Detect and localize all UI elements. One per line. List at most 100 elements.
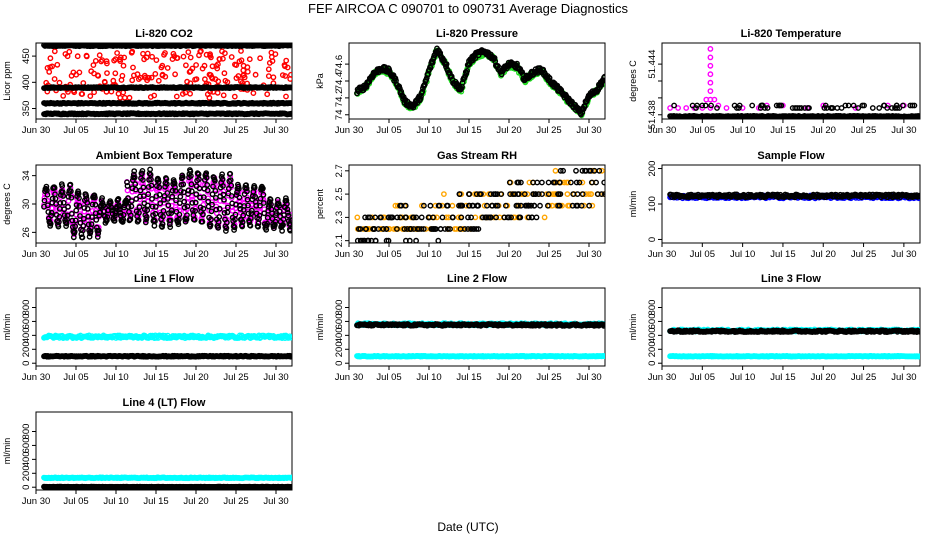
data-point — [170, 50, 177, 57]
data-point — [181, 204, 188, 211]
x-tick-label: Jul 25 — [536, 249, 561, 260]
data-point — [443, 61, 450, 67]
data-point — [272, 218, 279, 225]
data-point — [128, 198, 135, 205]
data-point — [173, 197, 179, 204]
data-point — [103, 58, 110, 65]
data-point — [185, 187, 192, 194]
data-point — [112, 70, 119, 77]
x-tick-label: Jul 15 — [456, 249, 481, 260]
y-tick-label: 74.2 — [334, 89, 345, 108]
data-point — [457, 202, 464, 209]
data-point — [466, 202, 473, 209]
data-point — [117, 58, 124, 64]
data-point — [288, 43, 292, 49]
data-point — [223, 219, 230, 226]
data-point — [287, 224, 292, 230]
data-point — [707, 46, 714, 52]
data-point — [773, 102, 780, 109]
data-point — [153, 57, 160, 63]
data-point — [884, 105, 891, 111]
data-point — [539, 179, 545, 186]
data-point — [393, 226, 400, 232]
data-point — [78, 91, 85, 97]
y-tick-label: 30 — [21, 199, 32, 210]
data-point — [228, 195, 235, 201]
data-point — [155, 77, 162, 84]
data-point — [44, 202, 51, 209]
data-point — [43, 183, 50, 190]
data-point — [140, 184, 147, 191]
x-tick-label: Jul 20 — [496, 125, 521, 136]
data-point — [558, 87, 565, 93]
data-point — [87, 93, 94, 100]
data-point — [243, 182, 250, 189]
data-point — [56, 79, 63, 86]
data-point — [151, 218, 158, 225]
x-tick-label: Jul 20 — [496, 249, 521, 260]
data-point — [120, 62, 127, 69]
data-point — [77, 219, 84, 226]
data-point — [204, 181, 211, 188]
data-point — [532, 191, 539, 198]
data-point — [707, 79, 714, 86]
data-points — [41, 332, 292, 360]
data-point — [355, 226, 362, 232]
data-point — [699, 102, 706, 109]
data-point — [51, 184, 58, 191]
data-point — [124, 182, 131, 189]
data-point — [60, 193, 67, 199]
data-point — [210, 183, 216, 190]
data-point — [148, 176, 154, 183]
y-axis-label: Licor ppm — [2, 61, 12, 101]
data-point — [714, 105, 720, 111]
x-tick-label: Jun 30 — [648, 125, 677, 136]
x-tick-label: Jul 10 — [103, 249, 128, 260]
data-point — [359, 237, 365, 243]
data-point — [160, 213, 166, 220]
data-point — [131, 168, 138, 175]
data-point — [449, 202, 456, 209]
data-point — [79, 234, 86, 241]
y-tick-label: 34 — [21, 170, 32, 181]
data-point — [83, 52, 90, 59]
data-point — [168, 210, 175, 217]
data-point — [177, 193, 184, 200]
data-point — [418, 93, 424, 100]
data-point — [385, 214, 392, 221]
data-point — [111, 217, 118, 224]
data-point — [92, 201, 99, 208]
x-tick-label: Jul 20 — [811, 125, 836, 136]
data-point — [137, 187, 144, 194]
data-point — [187, 90, 194, 97]
x-tick-label: Jul 10 — [103, 372, 128, 383]
data-point — [76, 195, 82, 202]
data-point — [216, 56, 223, 62]
data-point — [192, 207, 199, 214]
data-point — [130, 72, 137, 79]
data-point — [440, 191, 447, 198]
data-point — [167, 217, 174, 224]
data-point — [196, 176, 202, 183]
data-point — [466, 191, 473, 198]
panel-title: Gas Stream RH — [437, 150, 517, 162]
data-point — [208, 216, 214, 223]
data-point — [470, 226, 476, 232]
data-point — [397, 214, 404, 221]
data-point — [439, 214, 446, 221]
data-point — [398, 202, 405, 209]
data-point — [137, 74, 144, 81]
data-point — [77, 213, 83, 219]
data-point — [707, 62, 714, 69]
data-point — [448, 73, 455, 80]
data-point — [216, 205, 223, 212]
data-point — [907, 102, 914, 109]
x-tick-label: Jun 30 — [22, 249, 51, 260]
data-point — [385, 226, 392, 232]
data-point — [96, 52, 103, 59]
data-point — [524, 191, 531, 198]
data-point — [139, 177, 146, 183]
data-point — [515, 179, 522, 186]
data-point — [472, 55, 479, 61]
